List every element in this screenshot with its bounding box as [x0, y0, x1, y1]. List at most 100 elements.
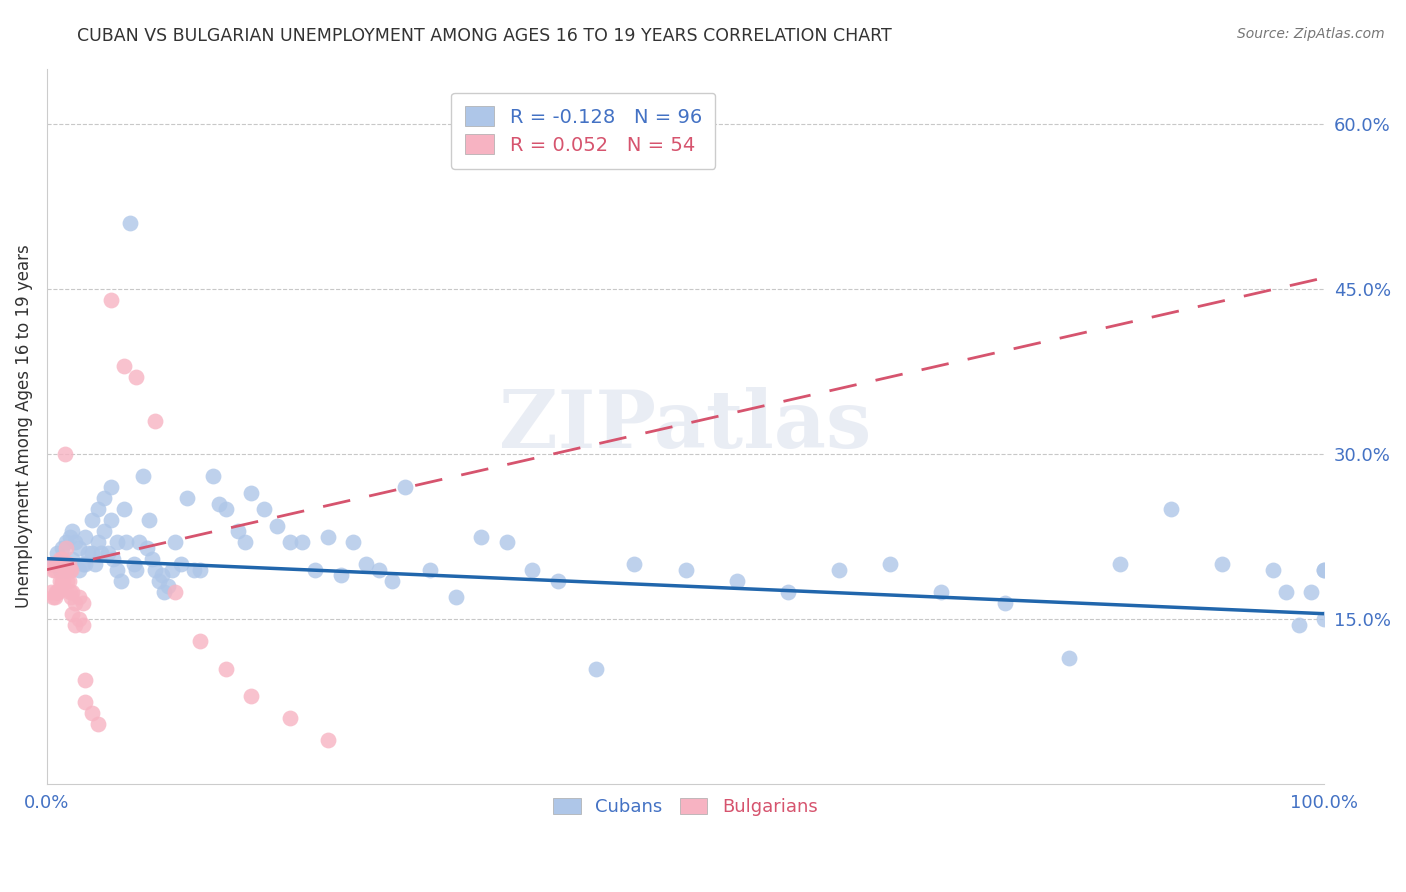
Point — [188, 634, 211, 648]
Point — [87, 535, 110, 549]
Point — [215, 502, 238, 516]
Point — [72, 617, 94, 632]
Point — [60, 590, 83, 604]
Point — [42, 563, 65, 577]
Point — [63, 535, 86, 549]
Point — [304, 563, 326, 577]
Point — [46, 557, 69, 571]
Point — [103, 551, 125, 566]
Point — [725, 574, 748, 588]
Point — [39, 557, 62, 571]
Point — [112, 502, 135, 516]
Point — [90, 546, 112, 560]
Point — [170, 557, 193, 571]
Point — [354, 557, 377, 571]
Point — [105, 535, 128, 549]
Text: CUBAN VS BULGARIAN UNEMPLOYMENT AMONG AGES 16 TO 19 YEARS CORRELATION CHART: CUBAN VS BULGARIAN UNEMPLOYMENT AMONG AG… — [77, 27, 891, 45]
Point — [160, 563, 183, 577]
Point — [75, 530, 97, 544]
Point — [55, 563, 77, 577]
Point — [1313, 563, 1336, 577]
Point — [278, 535, 301, 549]
Point — [470, 530, 492, 544]
Point — [51, 574, 73, 588]
Point — [125, 563, 148, 577]
Point — [62, 551, 84, 566]
Point — [87, 502, 110, 516]
Point — [141, 551, 163, 566]
Point — [53, 563, 76, 577]
Point — [1160, 502, 1182, 516]
Point — [56, 574, 79, 588]
Point — [63, 617, 86, 632]
Point — [1275, 584, 1298, 599]
Point — [776, 584, 799, 599]
Point — [150, 568, 173, 582]
Point — [67, 612, 90, 626]
Point — [115, 535, 138, 549]
Point — [112, 359, 135, 373]
Point — [49, 579, 72, 593]
Point — [51, 551, 73, 566]
Point — [188, 563, 211, 577]
Point — [62, 607, 84, 621]
Point — [55, 563, 77, 577]
Point — [495, 535, 517, 549]
Point — [118, 216, 141, 230]
Point — [48, 563, 70, 577]
Point — [316, 733, 339, 747]
Point — [145, 414, 167, 428]
Point — [176, 491, 198, 505]
Point — [122, 557, 145, 571]
Point — [342, 535, 364, 549]
Point — [49, 557, 72, 571]
Point — [62, 584, 84, 599]
Point — [153, 584, 176, 599]
Text: Source: ZipAtlas.com: Source: ZipAtlas.com — [1237, 27, 1385, 41]
Point — [100, 480, 122, 494]
Y-axis label: Unemployment Among Ages 16 to 19 years: Unemployment Among Ages 16 to 19 years — [15, 244, 32, 608]
Point — [53, 447, 76, 461]
Point — [1261, 563, 1284, 577]
Point — [145, 563, 167, 577]
Point — [183, 563, 205, 577]
Point — [67, 541, 90, 555]
Point — [80, 546, 103, 560]
Point — [46, 546, 69, 560]
Point — [929, 584, 952, 599]
Legend: Cubans, Bulgarians: Cubans, Bulgarians — [544, 789, 827, 825]
Point — [240, 690, 263, 704]
Point — [80, 513, 103, 527]
Point — [394, 480, 416, 494]
Point — [381, 574, 404, 588]
Point — [1211, 557, 1233, 571]
Point — [39, 584, 62, 599]
Point — [55, 535, 77, 549]
Point — [291, 535, 314, 549]
Point — [994, 596, 1017, 610]
Point — [522, 563, 544, 577]
Point — [55, 541, 77, 555]
Point — [163, 535, 186, 549]
Point — [45, 557, 67, 571]
Point — [266, 518, 288, 533]
Point — [125, 370, 148, 384]
Point — [585, 662, 607, 676]
Point — [59, 563, 82, 577]
Point — [87, 716, 110, 731]
Point — [67, 563, 90, 577]
Point — [42, 590, 65, 604]
Point — [316, 530, 339, 544]
Point — [80, 706, 103, 720]
Point — [110, 574, 132, 588]
Point — [75, 673, 97, 687]
Point — [48, 584, 70, 599]
Point — [63, 596, 86, 610]
Point — [44, 590, 66, 604]
Point — [1301, 584, 1323, 599]
Point — [278, 711, 301, 725]
Point — [1313, 612, 1336, 626]
Point — [148, 574, 170, 588]
Point — [675, 563, 697, 577]
Point — [97, 546, 120, 560]
